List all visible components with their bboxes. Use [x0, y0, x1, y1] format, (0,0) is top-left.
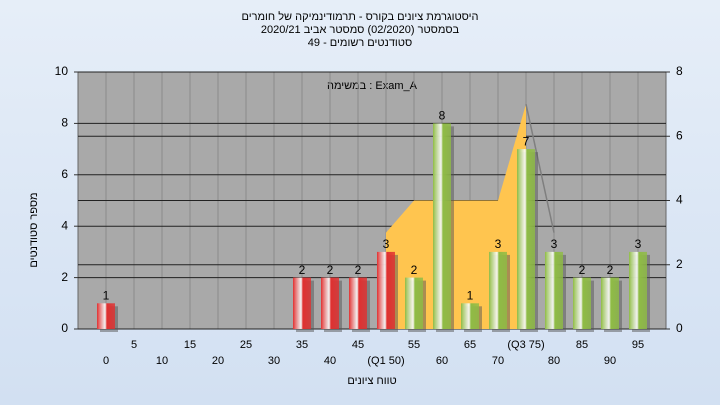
x-tick-label: 25 [240, 339, 252, 351]
data-label: 2 [607, 263, 614, 277]
y-tick-label: 4 [61, 218, 68, 232]
chart-subtitle: בסמסטר (02/2020) סמסטר אביב 2020/21 [261, 24, 460, 36]
y-axis-label: מספר סטודנטים [28, 192, 40, 267]
y-tick-label: 2 [61, 270, 68, 284]
bar [377, 251, 395, 329]
x-tick-label: 5 [131, 339, 137, 351]
bar [433, 123, 451, 330]
x-tick-label: 90 [604, 355, 616, 367]
x-tick-label: 60 [436, 355, 448, 367]
x-tick-label: 20 [212, 355, 224, 367]
x-tick-label: (Q3 75) [507, 339, 544, 351]
x-tick-label: 70 [492, 355, 504, 367]
data-label: 2 [299, 263, 306, 277]
data-label: 1 [103, 288, 110, 302]
x-tick-label: 30 [268, 355, 280, 367]
x-tick-label: 0 [103, 355, 109, 367]
y-tick-label: 6 [61, 167, 68, 181]
x-tick-label: 45 [352, 339, 364, 351]
x-tick-label: 55 [408, 339, 420, 351]
bar [321, 277, 339, 329]
x-tick-label: (Q1 50) [367, 355, 404, 367]
bar [97, 303, 115, 329]
bar [489, 251, 507, 329]
data-label: 7 [523, 134, 530, 148]
bar [405, 277, 423, 329]
y2-tick-label: 2 [676, 257, 683, 271]
data-label: 3 [383, 237, 390, 251]
bar [545, 251, 563, 329]
y-tick-label: 0 [61, 321, 68, 335]
y-tick-label: 8 [61, 116, 68, 130]
x-tick-label: 35 [296, 339, 308, 351]
x-tick-label: 95 [632, 339, 644, 351]
y2-tick-label: 0 [676, 321, 683, 335]
x-tick-label: 65 [464, 339, 476, 351]
line [525, 103, 555, 233]
data-label: 3 [551, 237, 558, 251]
y-tick-label: 10 [55, 64, 69, 78]
data-label: 2 [355, 263, 362, 277]
x-tick-label: 80 [548, 355, 560, 367]
chart-subtitle: סטודנטים רשומים - 49 [308, 37, 412, 49]
data-label: 3 [495, 237, 502, 251]
x-tick-label: 85 [576, 339, 588, 351]
y2-tick-label: 8 [676, 64, 683, 78]
bar [601, 277, 619, 329]
data-label: 8 [439, 109, 446, 123]
bar [293, 277, 311, 329]
y2-tick-label: 4 [676, 193, 683, 207]
bar [573, 277, 591, 329]
annotation: במשימה : Exam_A [327, 80, 418, 92]
bar [349, 277, 367, 329]
bar [629, 251, 647, 329]
x-tick-label: 40 [324, 355, 336, 367]
x-axis-label: טווח ציונים [347, 375, 396, 387]
bar [461, 303, 479, 329]
data-label: 2 [327, 263, 334, 277]
bar [517, 149, 535, 329]
data-label: 3 [635, 237, 642, 251]
data-label: 2 [411, 263, 418, 277]
x-tick-label: 15 [184, 339, 196, 351]
data-label: 1 [467, 288, 474, 302]
data-label: 2 [579, 263, 586, 277]
y2-tick-label: 6 [676, 128, 683, 142]
chart-title: היסטוגרמת ציונים בקורס - תרמודינמיקה של … [242, 10, 479, 23]
x-tick-label: 10 [156, 355, 168, 367]
